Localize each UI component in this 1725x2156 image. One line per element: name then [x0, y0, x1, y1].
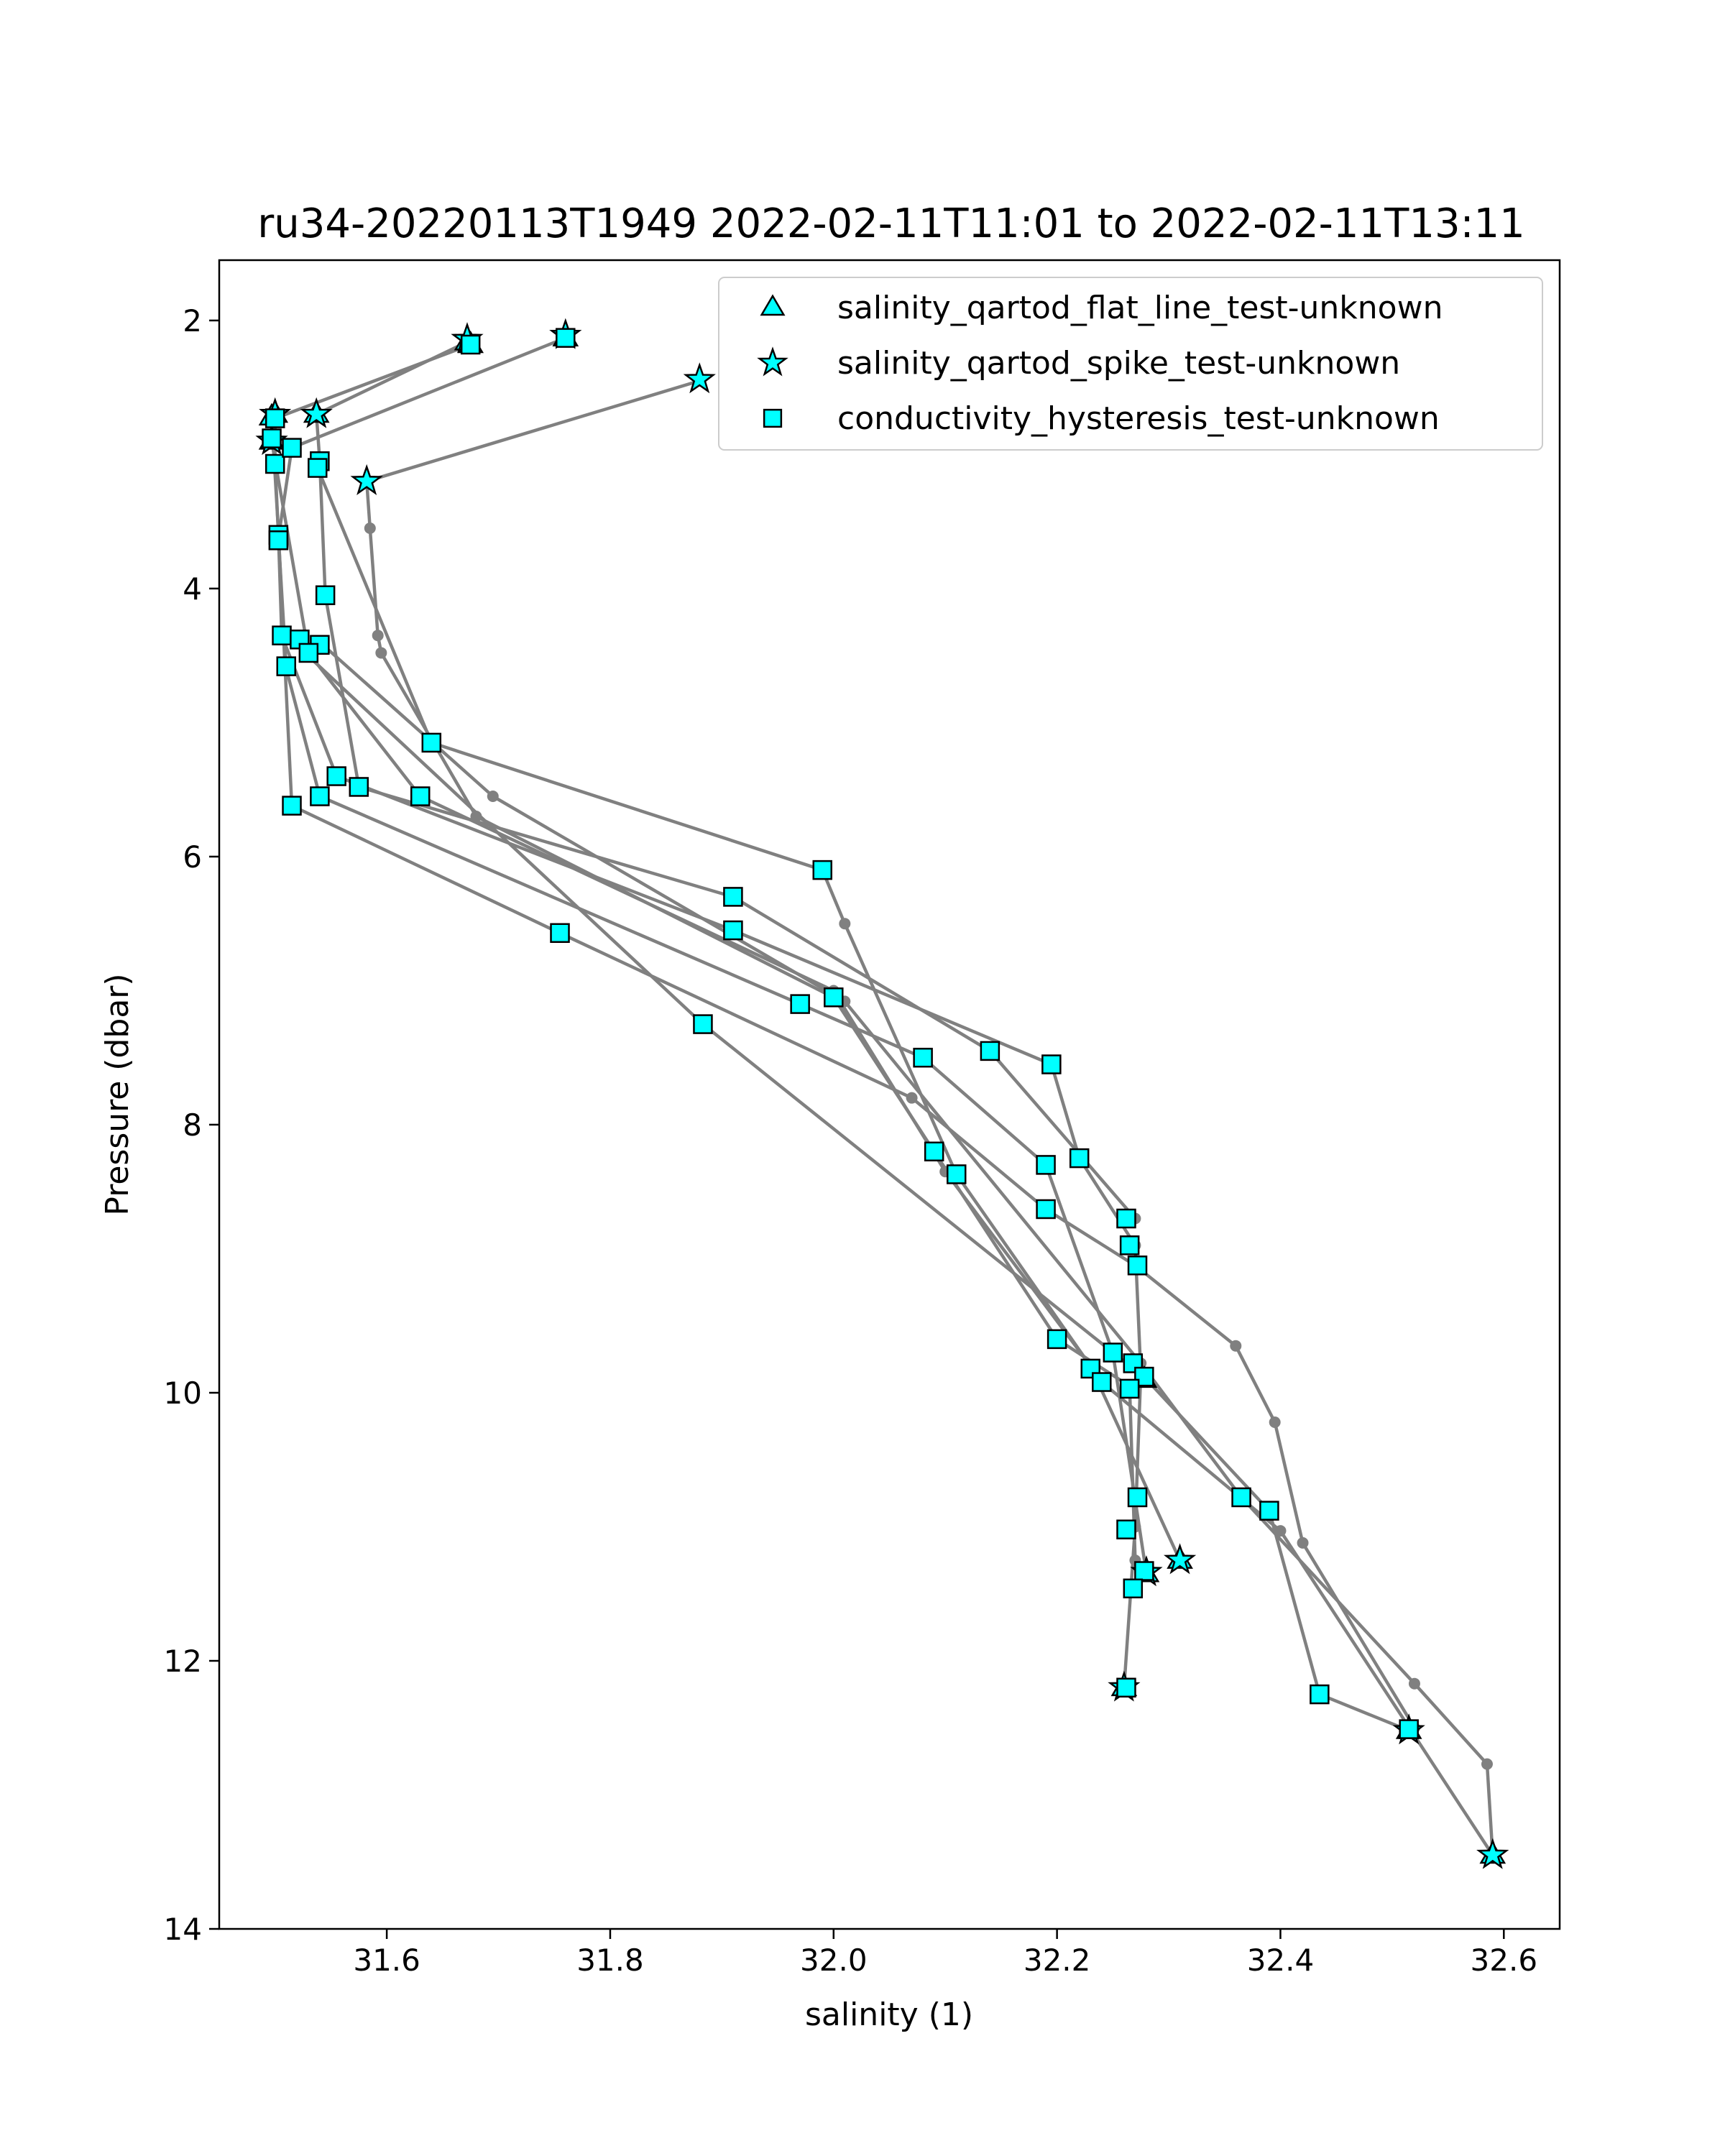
- square-marker: [1041, 1054, 1062, 1074]
- square-marker: [308, 458, 328, 478]
- square-marker: [264, 453, 285, 474]
- square-marker: [1310, 1684, 1330, 1705]
- legend-frame: [718, 277, 1543, 451]
- square-marker: [947, 1164, 967, 1184]
- square-marker: [1036, 1155, 1056, 1175]
- star-marker: [1476, 1838, 1509, 1869]
- square-marker: [1046, 1329, 1067, 1350]
- x-tick-label: 31.8: [576, 1943, 644, 1978]
- square-marker: [723, 920, 743, 941]
- y-tick-label: 10: [164, 1376, 202, 1411]
- square-marker: [1127, 1487, 1148, 1508]
- y-tick-label: 8: [183, 1107, 202, 1143]
- legend-star-marker: [757, 346, 788, 377]
- y-axis-ticks: 2 4 6 8 10 12 14: [164, 303, 219, 1947]
- square-marker: [310, 786, 330, 806]
- star-marker: [300, 397, 333, 428]
- legend-label: salinity_qartod_flat_line_test-unknown: [837, 290, 1443, 326]
- profile-point: [1269, 1416, 1281, 1429]
- y-tick-label: 2: [183, 303, 202, 338]
- profile-point: [375, 647, 387, 659]
- square-marker: [550, 923, 570, 944]
- profile-line: [285, 634, 1410, 1733]
- square-marker: [1103, 1342, 1123, 1363]
- square-marker: [1116, 1677, 1136, 1698]
- x-tick-label: 32.0: [800, 1943, 868, 1978]
- square-marker: [1069, 1148, 1090, 1169]
- square-marker: [1119, 1235, 1140, 1256]
- square-marker: [1399, 1719, 1419, 1739]
- square-marker: [913, 1047, 933, 1068]
- x-tick-label: 32.6: [1471, 1943, 1538, 1978]
- square-marker: [1036, 1199, 1056, 1220]
- legend-triangle-marker: [760, 294, 786, 316]
- star-marker: [350, 464, 383, 495]
- profile-point: [1408, 1677, 1420, 1690]
- square-marker: [1116, 1208, 1136, 1229]
- square-marker: [812, 860, 832, 880]
- square-marker: [421, 732, 442, 753]
- square-marker: [556, 328, 576, 348]
- profile-point: [364, 522, 376, 535]
- square-marker: [1092, 1372, 1112, 1392]
- profile-line: [318, 640, 1495, 1856]
- square-marker: [693, 1014, 713, 1034]
- square-marker: [276, 656, 296, 676]
- square-marker: [1123, 1578, 1144, 1599]
- square-marker: [262, 428, 282, 448]
- axes-frame: [218, 259, 1561, 1930]
- profile-point: [839, 918, 851, 930]
- x-tick-label: 32.2: [1024, 1943, 1091, 1978]
- square-marker: [315, 585, 336, 606]
- x-axis-label: salinity (1): [805, 1996, 973, 2033]
- x-tick-label: 31.6: [353, 1943, 420, 1978]
- square-marker: [298, 642, 319, 663]
- square-marker: [349, 777, 369, 797]
- legend-square-marker: [763, 408, 783, 428]
- profile-point: [1274, 1525, 1287, 1537]
- x-tick-label: 32.4: [1247, 1943, 1315, 1978]
- square-marker: [1259, 1501, 1279, 1521]
- y-tick-label: 6: [183, 839, 202, 875]
- square-marker: [1231, 1487, 1251, 1508]
- profile-point: [372, 630, 384, 642]
- square-marker: [1119, 1378, 1140, 1399]
- square-marker: [1127, 1256, 1148, 1276]
- square-marker: [1116, 1519, 1136, 1539]
- square-marker: [924, 1141, 944, 1162]
- x-axis-ticks: 31.6 31.8 32.0 32.2 32.4 32.6: [353, 1929, 1537, 1978]
- square-marker: [1134, 1561, 1154, 1581]
- square-marker: [272, 625, 292, 645]
- y-axis-label: Pressure (dbar): [99, 973, 136, 1215]
- square-marker: [326, 766, 346, 786]
- square-marker: [824, 987, 844, 1008]
- legend-label: salinity_qartod_spike_test-unknown: [837, 345, 1400, 382]
- profile-point: [906, 1092, 918, 1104]
- star-marker: [1164, 1543, 1197, 1575]
- profile-point: [487, 791, 499, 803]
- plot-area: [255, 318, 1509, 1869]
- star-marker: [683, 362, 716, 394]
- profile-point: [1297, 1537, 1309, 1549]
- y-tick-label: 4: [183, 571, 202, 607]
- profile-point: [1481, 1758, 1493, 1770]
- legend-label: conductivity_hysteresis_test-unknown: [837, 400, 1440, 437]
- square-marker: [410, 786, 431, 806]
- square-marker: [264, 408, 285, 428]
- legend: salinity_qartod_flat_line_test-unknownsa…: [718, 277, 1543, 451]
- square-marker: [980, 1041, 1000, 1061]
- chart-title: ru34-20220113T1949 2022-02-11T11:01 to 2…: [257, 201, 1524, 247]
- y-tick-label: 12: [164, 1644, 202, 1679]
- square-marker: [282, 796, 302, 816]
- square-marker: [282, 438, 302, 458]
- square-marker: [460, 334, 481, 355]
- square-marker: [723, 887, 743, 907]
- y-tick-label: 14: [164, 1912, 202, 1947]
- profile-point: [1230, 1340, 1242, 1352]
- square-marker: [790, 994, 810, 1014]
- square-marker: [268, 530, 289, 550]
